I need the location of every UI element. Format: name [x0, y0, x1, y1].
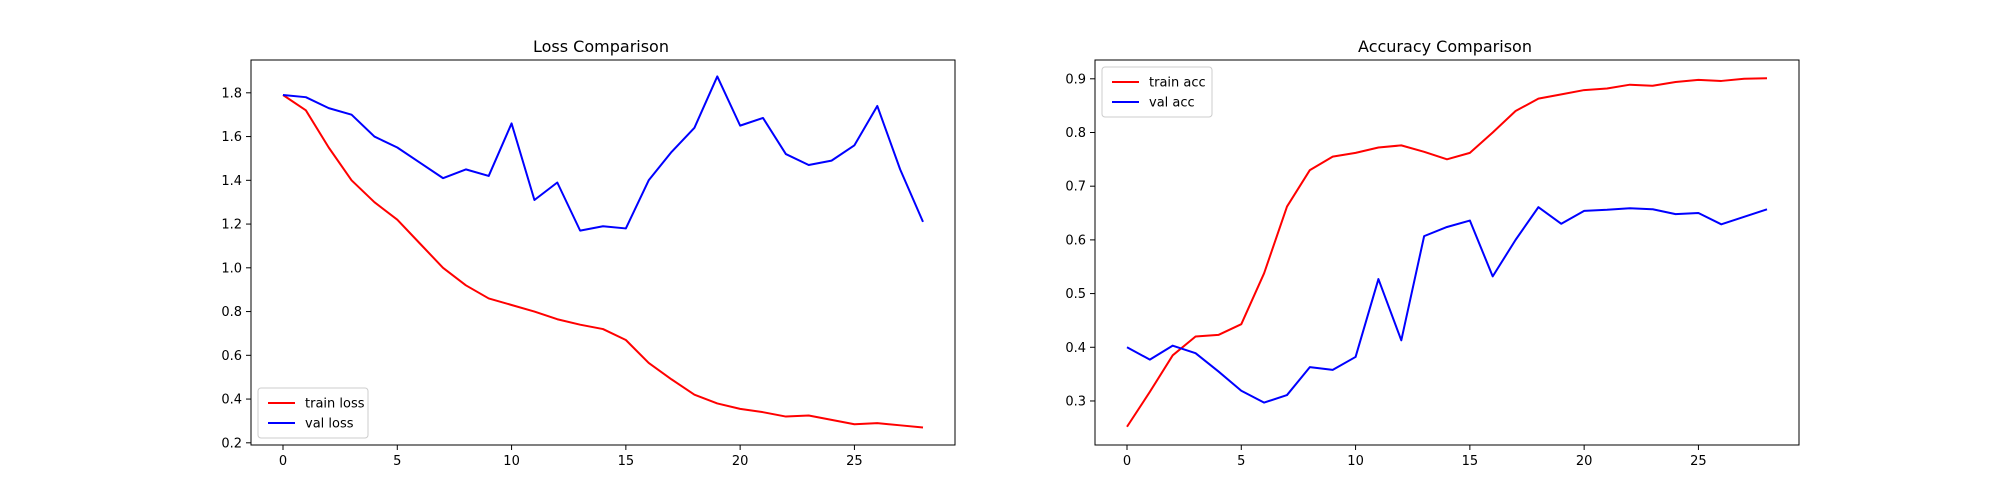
accuracy-x-tick-label: 5 [1237, 454, 1245, 469]
loss-chart-y-axis: 0.2 0.4 0.6 0.8 1.0 1.2 1.4 1.6 1.8 [221, 86, 251, 451]
loss-legend-box [257, 387, 369, 439]
loss-legend-label: val loss [305, 417, 354, 432]
accuracy-chart-lines [1126, 77, 1768, 428]
loss-y-tick-label: 1.8 [221, 86, 242, 101]
loss-chart-x-axis: 0 5 10 15 20 25 [279, 445, 863, 469]
loss-x-tick-label: 10 [503, 454, 520, 469]
loss-y-tick-label: 1.0 [221, 261, 242, 276]
accuracy-chart-frame [1094, 59, 1800, 446]
loss-legend-label: train loss [305, 397, 365, 412]
loss-series-line-2 [282, 75, 924, 232]
loss-chart-legend: train loss val loss [257, 387, 369, 439]
accuracy-legend-box [1101, 66, 1213, 118]
loss-series-line-1 [282, 94, 924, 429]
accuracy-series-line-1 [1126, 77, 1768, 428]
accuracy-x-tick-label: 0 [1123, 454, 1131, 469]
loss-y-tick-label: 1.4 [221, 174, 242, 189]
accuracy-chart: Accuracy Comparison 0 5 10 15 20 25 0.3 0.4 0.5… [1065, 37, 1800, 469]
loss-chart-frame [250, 59, 956, 446]
loss-x-tick-label: 25 [846, 454, 863, 469]
accuracy-y-tick-label: 0.3 [1065, 394, 1086, 409]
accuracy-x-tick-label: 20 [1576, 454, 1593, 469]
loss-y-tick-label: 0.4 [221, 393, 242, 408]
accuracy-y-tick-label: 0.8 [1065, 126, 1086, 141]
accuracy-y-tick-label: 0.9 [1065, 72, 1086, 87]
accuracy-series-line-2 [1126, 206, 1768, 404]
accuracy-x-tick-label: 25 [1690, 454, 1707, 469]
loss-x-tick-label: 0 [279, 454, 287, 469]
accuracy-chart-x-axis: 0 5 10 15 20 25 [1123, 445, 1707, 469]
loss-chart-title: Loss Comparison [533, 37, 669, 56]
accuracy-chart-legend: train acc val acc [1101, 66, 1213, 118]
loss-chart: Loss Comparison 0 5 10 15 20 25 0.2 0.4 0.6 0.8 1… [221, 37, 956, 469]
accuracy-legend-label: val acc [1149, 96, 1195, 111]
loss-y-tick-label: 0.2 [221, 436, 242, 451]
accuracy-legend-label: train acc [1149, 76, 1206, 91]
loss-x-tick-label: 20 [732, 454, 749, 469]
accuracy-y-tick-label: 0.7 [1065, 180, 1086, 195]
loss-y-tick-label: 1.2 [221, 218, 242, 233]
loss-x-tick-label: 5 [393, 454, 401, 469]
accuracy-y-tick-label: 0.6 [1065, 233, 1086, 248]
loss-x-tick-label: 15 [618, 454, 635, 469]
accuracy-y-tick-label: 0.4 [1065, 341, 1086, 356]
loss-chart-lines [282, 75, 924, 429]
loss-y-tick-label: 0.8 [221, 305, 242, 320]
accuracy-x-tick-label: 10 [1347, 454, 1364, 469]
accuracy-x-tick-label: 15 [1462, 454, 1479, 469]
accuracy-chart-y-axis: 0.3 0.4 0.5 0.6 0.7 0.8 0.9 [1065, 72, 1095, 409]
loss-y-tick-label: 1.6 [221, 130, 242, 145]
accuracy-y-tick-label: 0.5 [1065, 287, 1086, 302]
accuracy-chart-title: Accuracy Comparison [1358, 37, 1532, 56]
loss-y-tick-label: 0.6 [221, 349, 242, 364]
